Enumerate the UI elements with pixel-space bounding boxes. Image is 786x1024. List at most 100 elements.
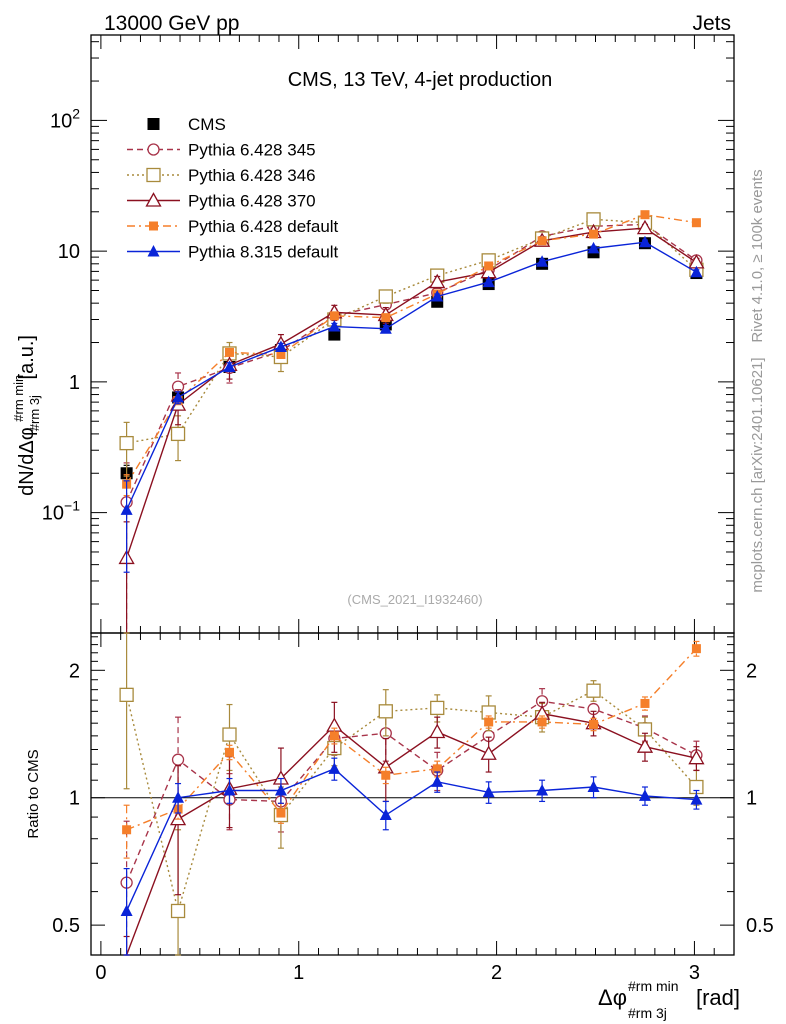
main-y-tick-label-base: 10	[58, 241, 80, 263]
ratio-point-p6_default	[432, 764, 442, 774]
ratio-point-p6_default	[329, 731, 339, 741]
legend-marker	[147, 245, 160, 257]
main-point-p6_default	[691, 218, 701, 228]
svg-text:dN/dΔφ #rm min #rm: dN/dΔφ #rm min #rm 3j [a.u.]	[6, 335, 44, 496]
main-point-p6_default	[381, 313, 391, 323]
ratio-series-p8_default	[120, 757, 703, 956]
ratio-point-p8_default	[120, 904, 133, 916]
main-point-p8_default	[379, 322, 392, 334]
legend-label: Pythia 6.428 370	[188, 192, 316, 211]
ratio-point-p8_default	[172, 791, 185, 803]
ratio-point-p6_default	[381, 770, 391, 780]
ratio-y-tick-label-right: 1	[746, 788, 757, 810]
main-y-tick-label-exp: 2	[72, 105, 80, 121]
main-point-p6_default	[329, 311, 339, 321]
main-series	[118, 210, 705, 634]
ratio-y-tick-label-left: 1	[69, 788, 80, 810]
x-axis-label-sup: #rm min	[628, 978, 679, 994]
ratio-line-p8_default	[125, 768, 697, 912]
ratio-point-p6_370	[688, 749, 705, 765]
legend-marker	[149, 221, 158, 231]
ratio-y-tick-label-left: 2	[69, 660, 80, 682]
ratio-point-p8_default	[482, 785, 495, 798]
main-line-p8_default	[125, 241, 697, 511]
ratio-point-p6_346	[378, 704, 393, 719]
ratio-point-p8_default	[223, 784, 236, 796]
ratio-line-p6_345	[125, 700, 697, 883]
ratio-point-p6_345	[171, 753, 185, 766]
legend-entry-p6_default: Pythia 6.428 default	[127, 217, 339, 236]
rivet-version-label: Rivet 4.1.0, ≥ 100k events	[749, 169, 766, 342]
ratio-point-p6_346	[119, 687, 134, 702]
ratio-panel: 2 2 1 1 0.5 0.5 0 1 2 3	[52, 632, 774, 984]
ratio-y-tick-labels: 2 2 1 1 0.5 0.5	[52, 660, 774, 937]
ratio-point-p8_default	[431, 775, 444, 787]
main-point-p8_default	[274, 340, 287, 352]
ratio-line-p6_default	[126, 648, 697, 831]
main-y-tick-label: 1	[69, 372, 80, 394]
ratio-point-p8_default	[536, 784, 549, 796]
legend-entry-cms: CMS	[147, 115, 226, 134]
main-point-p6_346	[170, 426, 186, 442]
legend-marker	[146, 167, 161, 183]
analysis-id: (CMS_2021_I1932460)	[347, 592, 482, 607]
legend-label: Pythia 8.315 default	[188, 243, 339, 262]
main-point-p6_default	[537, 236, 547, 246]
ratio-x-tick-labels: 0 1 2 3	[95, 962, 700, 984]
legend-marker	[145, 192, 162, 207]
main-point-p8_default	[587, 241, 600, 254]
ratio-series-p6_346	[119, 632, 704, 956]
ratio-y-tick-label-right: 0.5	[746, 915, 774, 937]
main-line-p6_346	[126, 218, 697, 444]
legend-marker	[147, 143, 160, 156]
ratio-point-p6_default	[537, 717, 547, 727]
main-point-p6_default	[589, 229, 599, 239]
main-point-p8_default	[536, 255, 549, 267]
ratio-point-p8_default	[274, 784, 287, 796]
main-point-p6_370	[429, 273, 446, 289]
ratio-ticks	[91, 633, 735, 955]
main-y-axis-label-sup: #rm min	[11, 375, 26, 422]
ratio-point-p6_default	[224, 747, 234, 757]
ratio-point-p6_default	[122, 825, 132, 835]
ratio-point-p6_346	[430, 700, 445, 716]
ratio-point-p6_346	[170, 903, 186, 919]
ratio-y-axis-label: Ratio to CMS	[25, 749, 42, 838]
main-point-p6_346	[378, 289, 393, 304]
legend: CMS Pythia 6.428 345 Pythia 6.428 346 Pythi…	[127, 115, 339, 262]
ratio-point-p8_default	[587, 780, 600, 793]
main-y-tick-label: 10−1	[42, 498, 80, 525]
ratio-point-p6_370	[429, 723, 446, 739]
main-point-p6_default	[224, 347, 234, 357]
main-y-tick-label-base: 10	[50, 110, 72, 132]
main-y-tick-label-base: 10	[42, 503, 64, 525]
main-point-p6_default	[276, 349, 286, 359]
ratio-series	[119, 632, 705, 956]
main-y-tick-label-base: 1	[69, 372, 80, 394]
ratio-point-p8_default	[690, 793, 703, 805]
ratio-frame	[90, 632, 735, 956]
legend-label: CMS	[188, 115, 226, 134]
main-y-axis-label-sub: #rm 3j	[27, 395, 42, 431]
main-y-axis-label: dN/dΔφ #rm min #rm 3j [a.u.]	[6, 335, 44, 496]
ratio-point-p6_default	[691, 644, 701, 654]
main-point-p6_370	[636, 219, 654, 235]
main-point-p8_default	[328, 320, 341, 332]
ratio-point-p8_default	[328, 762, 341, 774]
ratio-point-p6_default	[484, 717, 494, 727]
mcplots-label: mcplots.cern.ch [arXiv:2401.10621]	[749, 357, 766, 592]
main-y-tick-label-exp: −1	[64, 498, 80, 514]
legend-label: Pythia 6.428 346	[188, 166, 316, 185]
ratio-point-p6_default	[640, 698, 650, 708]
main-point-p6_346	[119, 435, 134, 451]
x-axis-label-sub: #rm 3j	[628, 1005, 667, 1021]
main-ticks	[91, 35, 735, 633]
ratio-point-p8_default	[379, 808, 392, 821]
x-tick-label: 2	[491, 962, 502, 984]
main-line-p6_345	[125, 223, 697, 503]
ratio-point-p6_346	[222, 727, 237, 742]
main-y-tick-label: 102	[50, 105, 80, 132]
x-tick-label: 0	[95, 962, 106, 984]
ratio-line-p6_346	[125, 689, 697, 914]
